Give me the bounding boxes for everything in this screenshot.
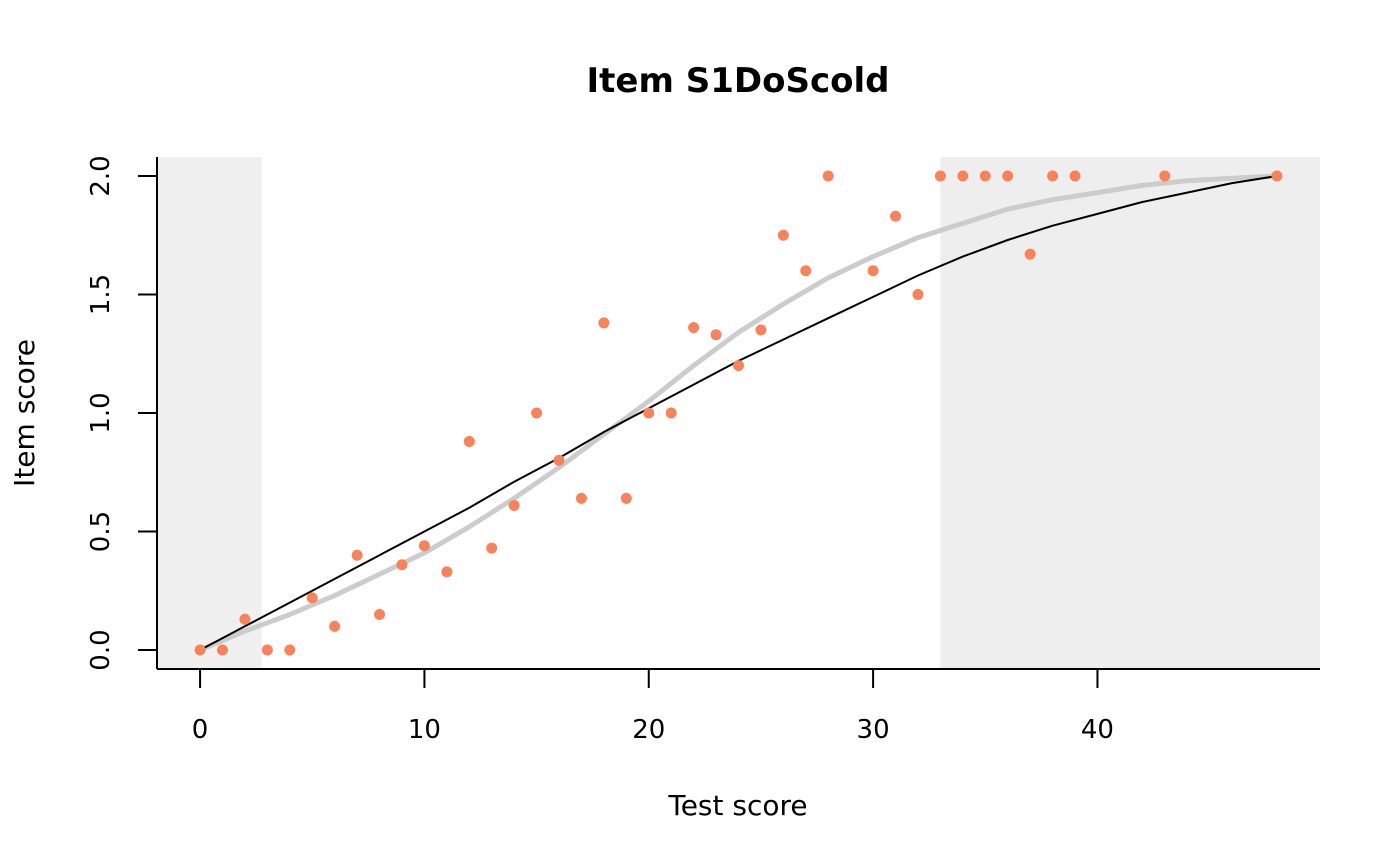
y-tick-label-0: 0.0 — [86, 629, 116, 670]
data-point-33 — [957, 170, 969, 182]
data-point-3 — [261, 644, 273, 656]
shaded-region-1 — [940, 157, 1320, 669]
data-point-7 — [351, 549, 363, 561]
y-axis-label: Item score — [8, 339, 41, 487]
data-point-25 — [755, 324, 767, 336]
data-point-18 — [598, 317, 610, 329]
data-point-28 — [822, 170, 834, 182]
data-point-6 — [329, 620, 341, 632]
x-tick-label-1: 10 — [408, 715, 441, 745]
data-point-17 — [575, 492, 587, 504]
data-point-26 — [777, 229, 789, 241]
data-point-39 — [1159, 170, 1171, 182]
data-point-37 — [1047, 170, 1059, 182]
curve-0 — [197, 173, 1280, 653]
chart-title: Item S1DoScold — [587, 61, 890, 101]
data-point-15 — [531, 407, 543, 419]
data-point-34 — [979, 170, 991, 182]
data-point-32 — [934, 170, 946, 182]
data-points — [194, 170, 1283, 656]
data-point-20 — [643, 407, 655, 419]
data-point-19 — [620, 492, 632, 504]
x-tick-label-2: 20 — [632, 715, 665, 745]
data-point-35 — [1002, 170, 1014, 182]
data-point-27 — [800, 265, 812, 277]
tick-labels: 0 10 20 30 40 0.0 0.5 1.0 1.5 2.0 — [86, 155, 1114, 745]
y-tick-label-3: 1.5 — [86, 274, 116, 315]
data-point-16 — [553, 454, 565, 466]
data-point-8 — [374, 608, 386, 620]
y-tick-label-2: 1.0 — [86, 392, 116, 433]
data-point-23 — [710, 329, 722, 341]
data-point-30 — [890, 210, 902, 222]
data-point-24 — [733, 360, 744, 372]
x-axis-label: Test score — [667, 789, 807, 822]
x-tick-label-3: 30 — [857, 715, 890, 745]
data-point-9 — [396, 559, 408, 571]
y-tick-label-4: 2.0 — [86, 155, 116, 196]
x-tick-label-4: 40 — [1081, 715, 1114, 745]
data-point-22 — [688, 322, 700, 334]
data-point-11 — [441, 566, 453, 578]
data-point-31 — [912, 288, 924, 300]
data-point-38 — [1069, 170, 1081, 182]
data-point-10 — [418, 540, 430, 552]
data-point-5 — [306, 592, 318, 604]
data-point-21 — [665, 407, 677, 419]
data-point-29 — [867, 265, 879, 277]
shaded-region-0 — [157, 157, 262, 669]
shaded-regions — [157, 157, 1320, 669]
data-point-14 — [508, 499, 520, 511]
x-tick-label-0: 0 — [192, 715, 209, 745]
data-point-36 — [1024, 248, 1036, 260]
data-point-12 — [463, 435, 475, 447]
data-point-1 — [217, 644, 229, 656]
data-point-40 — [1271, 170, 1283, 182]
axes — [138, 157, 1320, 688]
data-point-13 — [486, 542, 498, 554]
data-point-2 — [239, 613, 251, 625]
y-tick-label-1: 0.5 — [86, 511, 116, 552]
data-point-4 — [284, 644, 296, 656]
data-point-0 — [194, 644, 206, 656]
